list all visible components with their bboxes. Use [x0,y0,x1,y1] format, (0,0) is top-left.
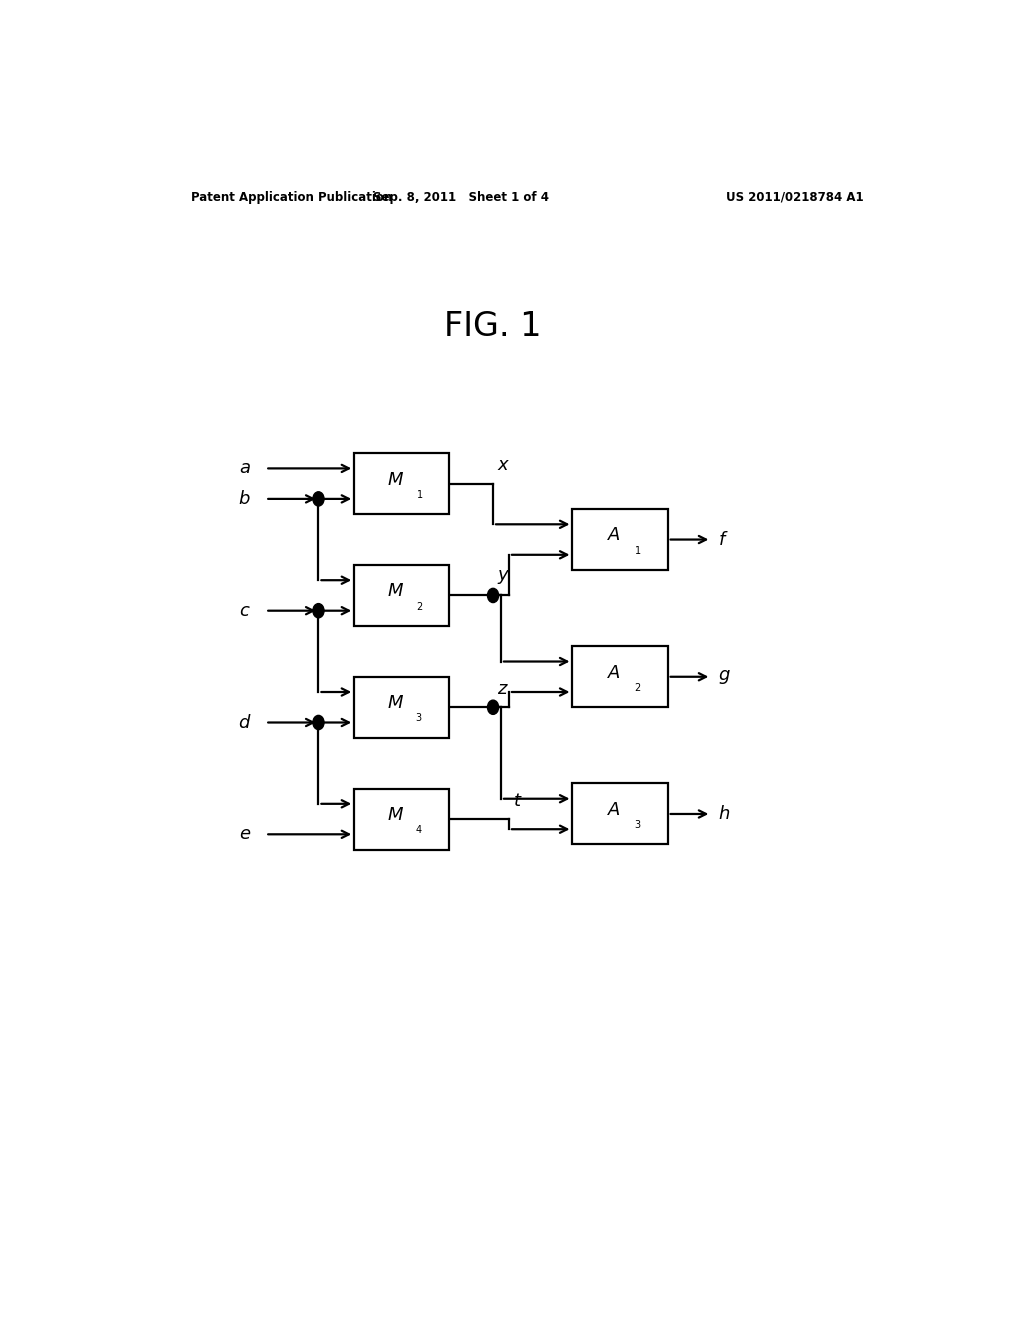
Text: $h$: $h$ [718,805,730,822]
Text: $M$: $M$ [387,582,403,601]
Text: $A$: $A$ [606,527,621,544]
Text: $_2$: $_2$ [634,680,641,694]
Bar [354,453,450,515]
Circle shape [313,715,324,730]
Text: FIG. 1: FIG. 1 [444,310,542,343]
Bar [354,677,450,738]
Circle shape [487,589,499,602]
Text: $_1$: $_1$ [634,543,641,557]
Bar [572,510,668,570]
Text: $x$: $x$ [497,457,510,474]
Text: $A$: $A$ [606,801,621,818]
Text: $_3$: $_3$ [416,710,423,725]
Bar [572,784,668,845]
Text: $_1$: $_1$ [416,487,423,500]
Text: $f$: $f$ [718,531,728,549]
Bar [354,788,450,850]
Text: $y$: $y$ [497,568,510,586]
Text: $g$: $g$ [718,668,730,686]
Text: $e$: $e$ [239,825,251,843]
Bar [572,647,668,708]
Text: $M$: $M$ [387,471,403,488]
Text: $_4$: $_4$ [416,822,423,837]
Text: $b$: $b$ [239,490,251,508]
Bar [354,565,450,626]
Text: $z$: $z$ [497,680,509,698]
Circle shape [313,603,324,618]
Circle shape [487,700,499,714]
Text: $M$: $M$ [387,694,403,713]
Text: US 2011/0218784 A1: US 2011/0218784 A1 [726,190,863,203]
Text: $A$: $A$ [606,664,621,681]
Text: $t$: $t$ [513,792,522,809]
Text: Patent Application Publication: Patent Application Publication [191,190,393,203]
Text: $d$: $d$ [238,714,251,731]
Circle shape [313,492,324,506]
Text: $_2$: $_2$ [416,598,423,612]
Text: $M$: $M$ [387,807,403,824]
Text: $a$: $a$ [240,459,251,478]
Text: $c$: $c$ [240,602,251,619]
Text: $_3$: $_3$ [634,817,641,832]
Text: Sep. 8, 2011   Sheet 1 of 4: Sep. 8, 2011 Sheet 1 of 4 [374,190,549,203]
